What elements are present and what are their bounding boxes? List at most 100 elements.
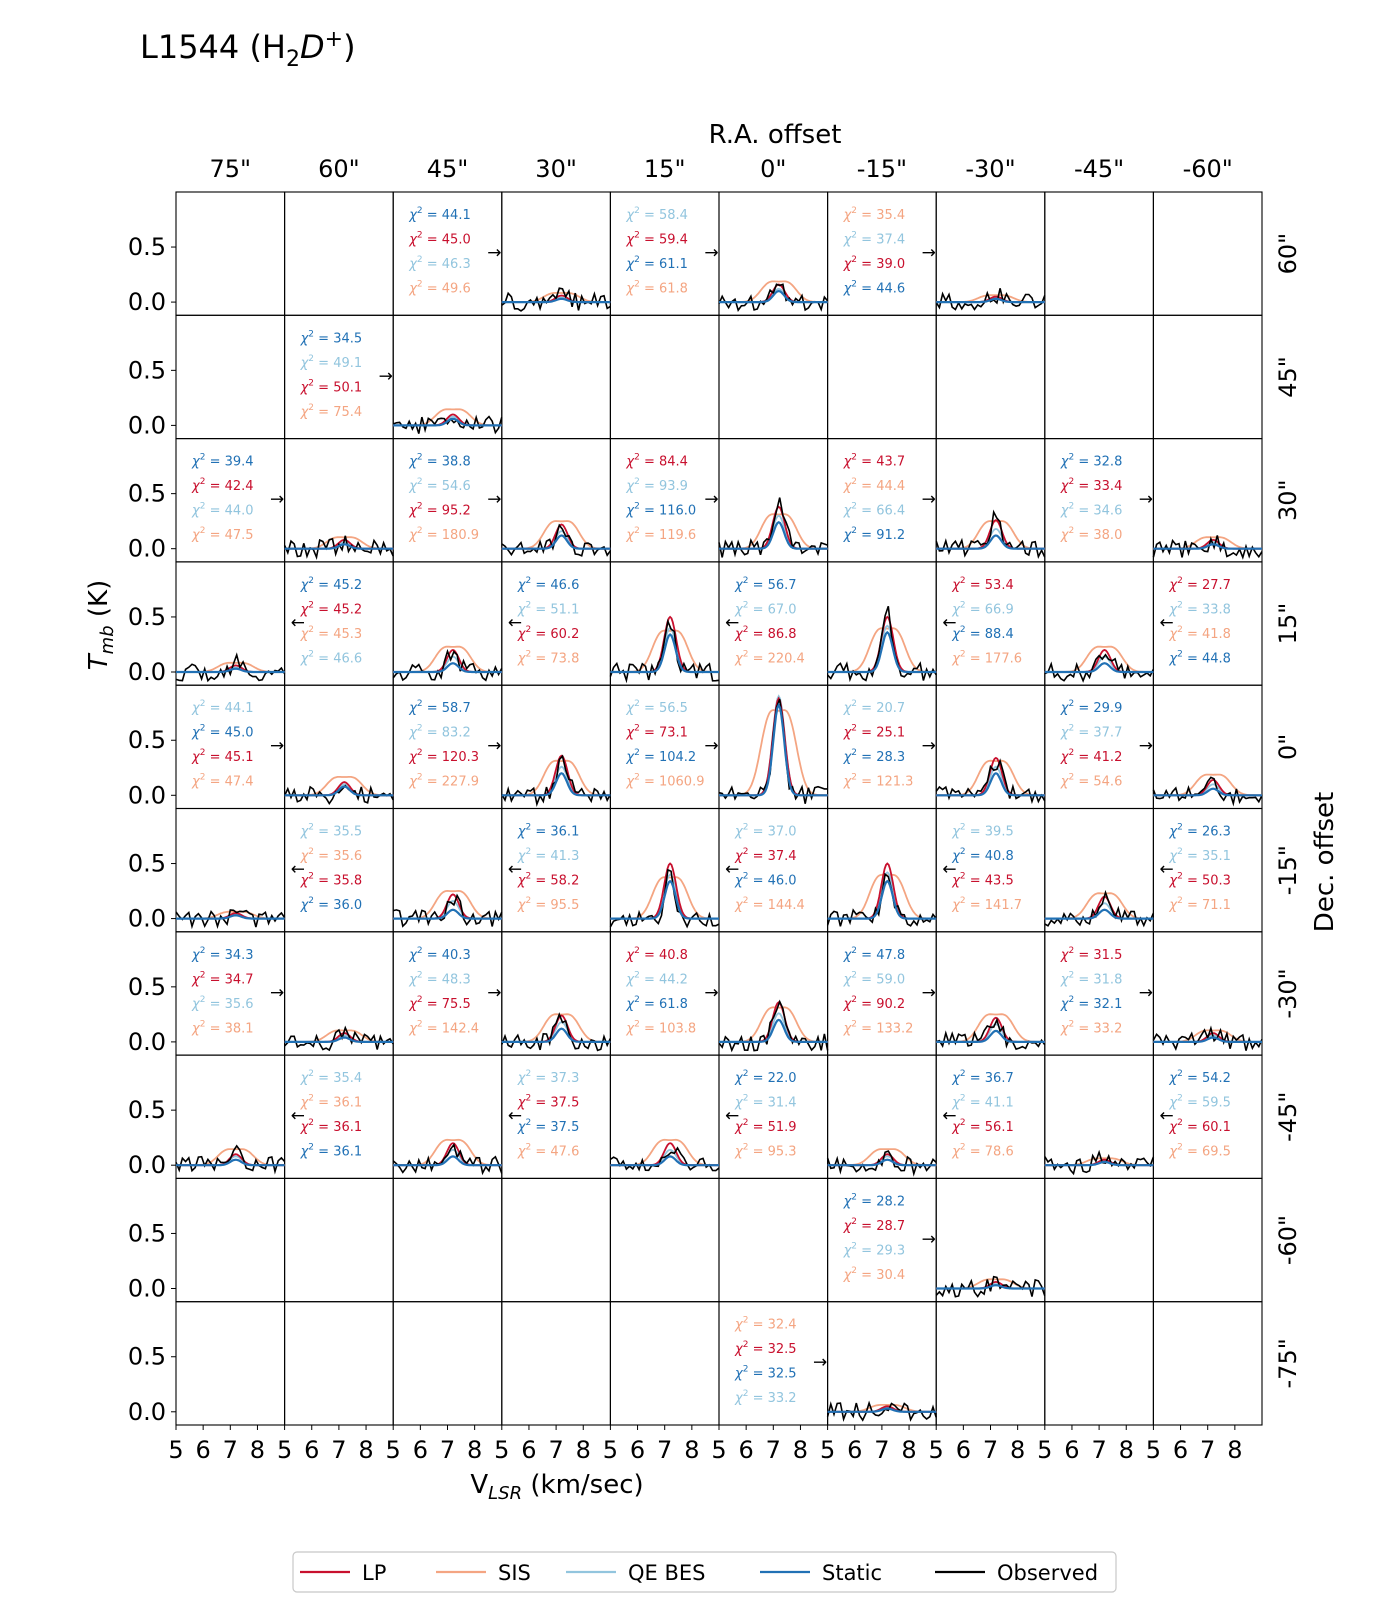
chi2-label-qe-bes: χ2 = 83.2: [408, 724, 471, 741]
chi2-label-sis: χ2 = 35.6: [300, 847, 363, 864]
spectrum-r6-c1: [284, 1025, 394, 1052]
legend: LP SIS QE BES Static Observed: [292, 1551, 1117, 1593]
chi2-box-r7-c5: χ2 = 22.0 χ2 = 31.4 χ2 = 51.9 χ2 = 95.3 ←: [725, 1069, 797, 1160]
x-tick-label: 5: [494, 1436, 509, 1464]
chi2-label-lp: χ2 = 45.2: [300, 600, 363, 617]
chi2-label-sis: χ2 = 95.3: [734, 1143, 797, 1160]
chi2-label-sis: χ2 = 69.5: [1168, 1143, 1231, 1160]
panel-frame-r9-c4: [609, 1301, 720, 1426]
panel-frame-r9-c8: [1044, 1301, 1154, 1426]
legend-item-qe-bes: QE BES: [566, 1561, 705, 1585]
spectrum-r4-c5: [718, 694, 828, 804]
spectrum-r6-c9: [1152, 1025, 1263, 1052]
arrow-right-icon: →: [922, 983, 936, 1003]
panel-frame-r1-c7: [935, 314, 1046, 440]
chi2-label-static: χ2 = 36.1: [300, 1143, 363, 1160]
spectrum-r4-c1: [283, 776, 394, 805]
y-tick-label: 0.5: [128, 480, 166, 508]
panel-frame-r8-c1: [284, 1177, 394, 1303]
column-label: 75": [210, 155, 252, 183]
chi2-label-sis: χ2 = 47.4: [191, 773, 254, 790]
chi2-label-sis: χ2 = 180.9: [408, 526, 479, 543]
panel-frame-r8-c5: [718, 1177, 829, 1303]
chi2-label-static: χ2 = 104.2: [625, 748, 696, 765]
chi2-label-qe-bes: χ2 = 35.1: [1168, 847, 1231, 864]
arrow-right-icon: →: [922, 736, 936, 756]
chi2-label-static: χ2 = 116.0: [625, 502, 696, 519]
panel-frame-r0-c0: [175, 191, 286, 316]
chi2-label-sis: χ2 = 38.1: [191, 1019, 254, 1036]
chi2-label-static: χ2 = 40.8: [951, 847, 1014, 864]
static-line: [719, 289, 828, 304]
arrow-left-icon: ←: [508, 613, 522, 633]
y-tick-label: 0.0: [128, 1398, 166, 1426]
chi2-label-static: χ2 = 54.2: [1168, 1069, 1231, 1086]
row-label: 15": [1274, 603, 1302, 645]
ra-offset-title: R.A. offset: [709, 120, 842, 150]
y-tick-label: 0.0: [128, 1274, 166, 1302]
x-tick-label: 8: [901, 1436, 916, 1464]
panel-frame-r0-c9: [1152, 191, 1263, 316]
chi2-box-r4-c6: χ2 = 20.7 χ2 = 25.1 χ2 = 28.3 χ2 = 121.3 →: [843, 699, 936, 790]
observed-line: [284, 1025, 394, 1052]
chi2-label-lp: χ2 = 50.1: [300, 378, 363, 395]
static-line: [501, 534, 611, 550]
column-label: -30": [965, 155, 1015, 183]
chi2-label-qe-bes: χ2 = 41.3: [517, 847, 580, 864]
chi2-label-qe-bes: χ2 = 31.4: [734, 1094, 797, 1111]
static-line: [176, 667, 285, 674]
x-tick-label: 8: [1227, 1436, 1242, 1464]
x-axis-label: VLSR (km/sec): [470, 1470, 643, 1504]
observed-line: [935, 1275, 1046, 1298]
chi2-label-static: χ2 = 61.8: [625, 995, 688, 1012]
chi2-box-r9-c5: χ2 = 32.4 χ2 = 32.5 χ2 = 32.5 χ2 = 33.2 →: [734, 1316, 827, 1407]
x-tick-label: 8: [684, 1436, 699, 1464]
y-tick-label: 0.5: [128, 1343, 166, 1371]
chi2-label-lp: χ2 = 95.2: [408, 502, 471, 519]
chi2-label-lp: χ2 = 42.4: [191, 477, 254, 494]
spectrum-r5-c4: [609, 862, 720, 929]
static-line: [284, 1036, 394, 1043]
chi2-box-r5-c1: χ2 = 35.5 χ2 = 35.6 χ2 = 35.8 χ2 = 36.0 ←: [291, 823, 363, 914]
panel-frame-r1-c5: [718, 314, 829, 440]
chi2-label-qe-bes: χ2 = 44.1: [191, 699, 254, 716]
spectrum-r5-c8: [1044, 889, 1155, 928]
panel-frame-r9-c1: [284, 1301, 394, 1426]
chi2-label-lp: χ2 = 28.7: [843, 1217, 906, 1234]
chi2-label-lp: χ2 = 41.2: [1060, 748, 1123, 765]
static-line: [393, 1155, 502, 1167]
chi2-label-lp: χ2 = 35.8: [300, 872, 363, 889]
arrow-right-icon: →: [1139, 490, 1153, 510]
chi2-label-qe-bes: χ2 = 33.2: [734, 1389, 797, 1406]
arrow-right-icon: →: [487, 983, 501, 1003]
static-line: [936, 1029, 1045, 1043]
static-line: [284, 543, 394, 550]
chi2-label-static: χ2 = 32.1: [1060, 995, 1123, 1012]
chi2-label-sis: χ2 = 35.4: [843, 206, 906, 223]
chi2-label-lp: χ2 = 75.5: [408, 995, 471, 1012]
observed-line: [827, 605, 937, 683]
chi2-box-r1-c1: χ2 = 34.5 χ2 = 49.1 χ2 = 50.1 χ2 = 75.4 →: [300, 329, 393, 420]
chi2-label-lp: χ2 = 45.1: [191, 748, 254, 765]
spectrum-r3-c6: [827, 605, 937, 683]
observed-line: [393, 893, 503, 928]
spectrum-r3-c0: [175, 652, 286, 683]
spectrum-r5-c0: [175, 909, 286, 930]
arrow-left-icon: ←: [725, 860, 739, 880]
static-line: [501, 772, 611, 797]
static-line: [936, 297, 1045, 304]
x-tick-label: 5: [1146, 1436, 1161, 1464]
y-tick-label: 0.0: [128, 658, 166, 686]
chi2-box-r2-c4: χ2 = 84.4 χ2 = 93.9 χ2 = 116.0 χ2 = 119.6 →: [625, 453, 718, 543]
column-label: -45": [1074, 155, 1124, 183]
x-tick-label: 6: [196, 1436, 211, 1464]
chi2-box-r0-c6: χ2 = 35.4 χ2 = 37.4 χ2 = 39.0 χ2 = 44.6 →: [843, 206, 936, 297]
chi2-label-qe-bes: χ2 = 34.6: [1060, 502, 1123, 519]
legend-item-lp: LP: [300, 1561, 386, 1585]
chi2-label-qe-bes: χ2 = 66.9: [951, 600, 1014, 617]
chi2-box-r2-c6: χ2 = 43.7 χ2 = 44.4 χ2 = 66.4 χ2 = 91.2 →: [843, 453, 936, 543]
legend-frame: [292, 1551, 1117, 1593]
spectrum-r0-c5: [718, 280, 829, 312]
